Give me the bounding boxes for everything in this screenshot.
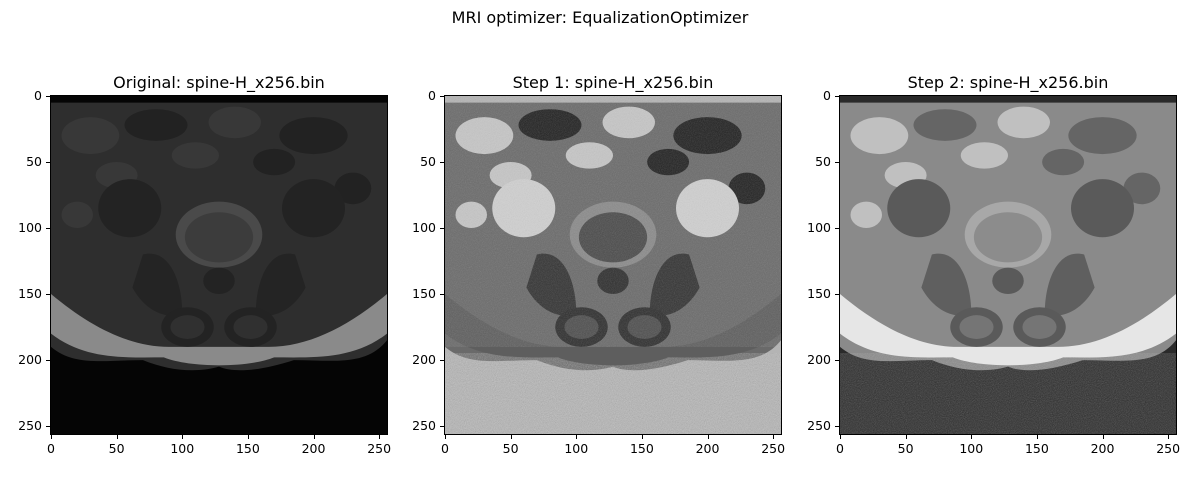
y-tick-label: 0 [823, 88, 831, 103]
y-tick-mark [835, 426, 840, 428]
y-tick-label: 150 [807, 286, 831, 302]
y-tick-label: 0 [428, 88, 436, 103]
y-tick-label: 200 [412, 352, 436, 368]
y-tick-label: 0 [34, 88, 42, 103]
x-tick-mark [379, 434, 381, 439]
y-tick-label: 100 [807, 220, 831, 236]
x-tick-mark [116, 434, 118, 439]
figure-title: MRI optimizer: EqualizationOptimizer [451, 8, 749, 27]
image-panel-3: Step 2: spine-H_x256.bin 0 50 100 150 200 250 0… [807, 73, 1180, 456]
y-tick-label: 150 [412, 286, 436, 302]
x-tick-mark [1102, 434, 1104, 439]
x-tick-mark [313, 434, 315, 439]
x-tick-label: 0 [836, 441, 844, 456]
y-tick-mark [46, 162, 51, 164]
y-tick-mark [46, 96, 51, 97]
x-tick-mark [247, 434, 249, 439]
y-tick-label: 200 [18, 352, 42, 368]
image-panel-2: Step 1: spine-H_x256.bin 0 50 100 150 200 250 0… [412, 73, 785, 456]
y-tick-mark [835, 294, 840, 296]
x-tick-label: 250 [367, 441, 392, 456]
y-tick-mark [440, 294, 445, 296]
x-tick-mark [1168, 434, 1170, 439]
x-tick-label: 250 [761, 441, 786, 456]
panel-title: Original: spine-H_x256.bin [113, 73, 325, 92]
x-tick-mark [905, 434, 907, 439]
y-tick-label: 250 [18, 418, 42, 434]
panel-title: Step 1: spine-H_x256.bin [512, 73, 714, 92]
x-tick-label: 50 [897, 441, 914, 456]
x-tick-label: 100 [959, 441, 984, 456]
y-tick-mark [835, 162, 840, 164]
x-tick-mark [182, 434, 184, 439]
x-tick-label: 200 [695, 441, 720, 456]
x-tick-label: 250 [1156, 441, 1181, 456]
x-tick-label: 0 [441, 441, 449, 456]
x-tick-label: 150 [1024, 441, 1049, 456]
y-tick-mark [440, 360, 445, 362]
y-tick-mark [835, 228, 840, 230]
x-tick-label: 200 [1090, 441, 1115, 456]
y-tick-mark [46, 426, 51, 428]
mri-image [839, 95, 1177, 435]
y-tick-mark [440, 426, 445, 428]
y-tick-label: 100 [18, 220, 42, 236]
y-tick-mark [440, 96, 445, 97]
y-tick-label: 100 [412, 220, 436, 236]
x-tick-mark [707, 434, 709, 439]
y-tick-mark [440, 162, 445, 164]
x-tick-label: 150 [235, 441, 260, 456]
x-tick-mark [641, 434, 643, 439]
y-tick-label: 50 [815, 154, 831, 170]
y-tick-label: 250 [807, 418, 831, 434]
x-tick-label: 50 [108, 441, 125, 456]
x-tick-label: 0 [47, 441, 55, 456]
image-panel-1: Original: spine-H_x256.bin 0 50 100 150 200 25… [18, 73, 391, 456]
x-tick-mark [445, 434, 446, 439]
y-tick-label: 200 [807, 352, 831, 368]
x-tick-label: 50 [502, 441, 519, 456]
x-tick-label: 200 [301, 441, 326, 456]
x-tick-label: 100 [170, 441, 195, 456]
x-tick-mark [51, 434, 52, 439]
x-tick-mark [1036, 434, 1038, 439]
y-tick-label: 50 [26, 154, 42, 170]
x-tick-mark [971, 434, 973, 439]
y-tick-mark [46, 294, 51, 296]
y-tick-mark [835, 360, 840, 362]
mri-image [444, 95, 782, 435]
y-tick-mark [835, 96, 840, 97]
x-tick-mark [840, 434, 841, 439]
y-tick-mark [46, 360, 51, 362]
x-tick-mark [510, 434, 512, 439]
x-tick-label: 150 [629, 441, 654, 456]
y-tick-label: 150 [18, 286, 42, 302]
panel-title: Step 2: spine-H_x256.bin [907, 73, 1109, 92]
x-tick-mark [576, 434, 578, 439]
y-tick-label: 250 [412, 418, 436, 434]
mri-image [50, 95, 388, 435]
y-tick-mark [440, 228, 445, 230]
x-tick-label: 100 [564, 441, 589, 456]
y-tick-mark [46, 228, 51, 230]
x-tick-mark [773, 434, 775, 439]
y-tick-label: 50 [420, 154, 436, 170]
